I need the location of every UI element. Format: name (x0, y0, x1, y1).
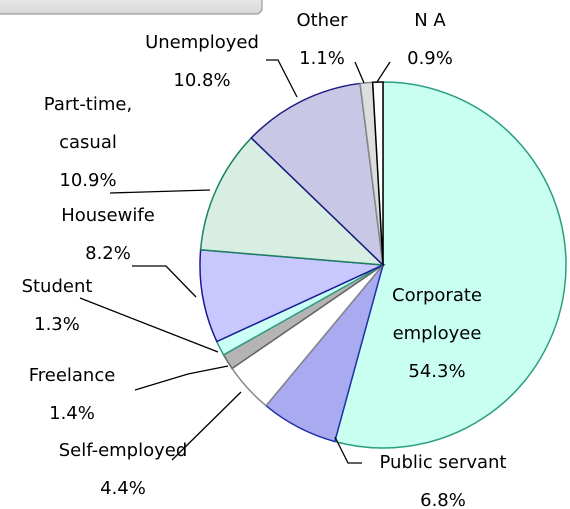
slice-label: Self-employed 4.4% (59, 432, 188, 508)
pie-slice (333, 81, 567, 449)
pie-slice (250, 82, 385, 268)
value-label: 1.1% (299, 48, 345, 69)
value-label: 8.2% (85, 243, 131, 264)
category-label: Public servant (379, 452, 507, 473)
value-label: 1.4% (49, 403, 95, 424)
slice-label: Other 1.1% (296, 2, 347, 78)
category-label: Freelance (28, 365, 116, 386)
slice-label: Student 1.3% (22, 268, 93, 344)
category-label: Self-employed (58, 440, 188, 461)
value-label: 6.8% (420, 490, 466, 509)
header-tab (0, 0, 263, 15)
pie-slice (371, 81, 384, 266)
slice-label: Public servant 6.8% (380, 444, 507, 509)
leader-lines (79, 59, 391, 464)
category-label: Unemployed (145, 32, 259, 53)
value-label: 10.9% (59, 170, 117, 191)
slice-label: Part-time, casual 10.9% (33, 86, 143, 200)
value-label: 0.9% (407, 48, 453, 69)
slice-label: N A 0.9% (407, 2, 453, 78)
slice-label: Corporate employee 54.3% (372, 277, 502, 391)
category-label: Housewife (61, 205, 155, 226)
value-label: 10.8% (173, 70, 231, 91)
pie-slice (199, 248, 386, 343)
slice-label: Housewife 8.2% (61, 197, 155, 273)
category-label: N A (414, 10, 446, 31)
pie-slice (199, 136, 386, 266)
slice-label: Freelance 1.4% (29, 357, 116, 433)
value-label: 54.3% (408, 361, 466, 382)
category-label: Part-time, casual (43, 94, 133, 153)
slice-label: Unemployed 10.8% (145, 24, 259, 100)
category-label: Other (296, 10, 348, 31)
value-label: 1.3% (34, 314, 80, 335)
category-label: Student (21, 276, 93, 297)
category-label: Corporate employee (392, 285, 482, 344)
value-label: 4.4% (100, 478, 146, 499)
